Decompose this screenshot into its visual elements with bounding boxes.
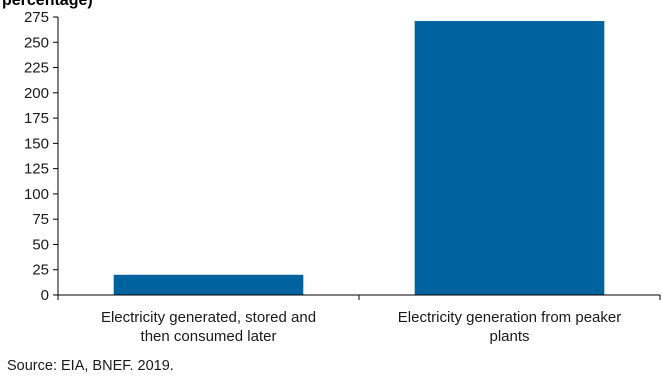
y-tick-label: 200 [24,85,49,102]
bar-1 [113,274,304,295]
y-tick-label: 250 [24,34,49,51]
y-tick-label: 100 [24,186,49,203]
y-tick-label: 225 [24,60,49,77]
category-label-2: Electricity generation from peaker plants [398,309,621,345]
y-tick-label: 0 [41,287,49,304]
source-note: Source: EIA, BNEF. 2019. [7,358,174,374]
y-tick-label: 275 [24,9,49,26]
y-tick-label: 175 [24,110,49,127]
bar-2 [414,21,605,295]
category-label-1: Electricity generated, stored and then co… [101,309,316,345]
category-labels: Electricity generated, stored and then co… [101,309,621,345]
y-tick-label: 75 [32,211,49,228]
chart-title-fragment: percentage) [2,0,93,9]
bars [113,21,605,295]
y-axis-ticks: 0 25 50 75 100 125 150 175 200 225 250 275 [24,9,58,304]
y-tick-label: 125 [24,161,49,178]
y-tick-label: 25 [32,262,49,279]
x-axis-ticks [57,295,661,300]
y-tick-label: 150 [24,135,49,152]
y-tick-label: 50 [32,236,49,253]
